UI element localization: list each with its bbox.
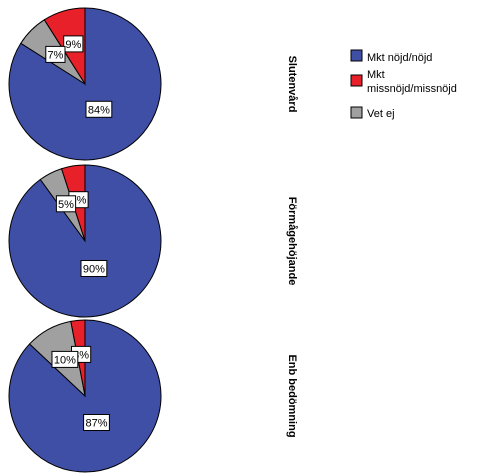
legend-swatch	[350, 74, 363, 87]
pie-slice-mkt-nojd	[8, 7, 162, 161]
legend-item-mkt-nojd: Mkt nöjd/nöjd	[350, 49, 432, 64]
legend-label: missnöjd/missnöjd	[367, 83, 457, 95]
legend: Mkt nöjd/nöjd Mkt missnöjd/missnöjd Vet ej	[350, 49, 457, 120]
panel-title: Slutenvård	[286, 56, 298, 113]
data-label-vet-ej: 7%	[45, 45, 66, 63]
data-label-text: 84%	[88, 104, 110, 116]
legend-label: Vet ej	[367, 108, 395, 120]
legend-item-mkt-missnojd: Mkt missnöjd/missnöjd	[350, 69, 457, 95]
data-label-mkt-missnojd: 9%	[63, 35, 84, 53]
data-label-mkt-nojd: 90%	[80, 260, 108, 277]
data-label-text: 5%	[58, 199, 74, 211]
data-label-text: 9%	[65, 39, 81, 51]
data-label-text: 7%	[47, 49, 63, 61]
legend-swatch	[350, 106, 363, 119]
data-label-text: 90%	[83, 264, 105, 276]
pie-panel-formagehojande: 90%5%5% Förmågehöjande	[8, 164, 298, 318]
panel-title: Förmågehöjande	[286, 197, 298, 286]
panel-title: Enb bedömning	[286, 354, 298, 437]
data-label-text: 87%	[85, 418, 107, 430]
data-label-mkt-nojd: 84%	[85, 100, 113, 118]
legend-label: Mkt nöjd/nöjd	[367, 52, 432, 64]
data-label-vet-ej: 5%	[55, 195, 77, 213]
pie-panel-slutenvard: 84% 9%7% Slutenvård	[8, 7, 298, 161]
data-label-vet-ej: 10%	[51, 350, 79, 368]
data-label-mkt-nojd: 87%	[83, 414, 110, 431]
pie-panel-enb-bedomning: 87%3%10% Enb bedömning	[8, 319, 298, 473]
legend-swatch	[350, 49, 363, 62]
legend-item-vet-ej: Vet ej	[350, 106, 395, 120]
legend-label: Mkt	[367, 69, 385, 81]
data-label-text: 10%	[54, 354, 76, 366]
